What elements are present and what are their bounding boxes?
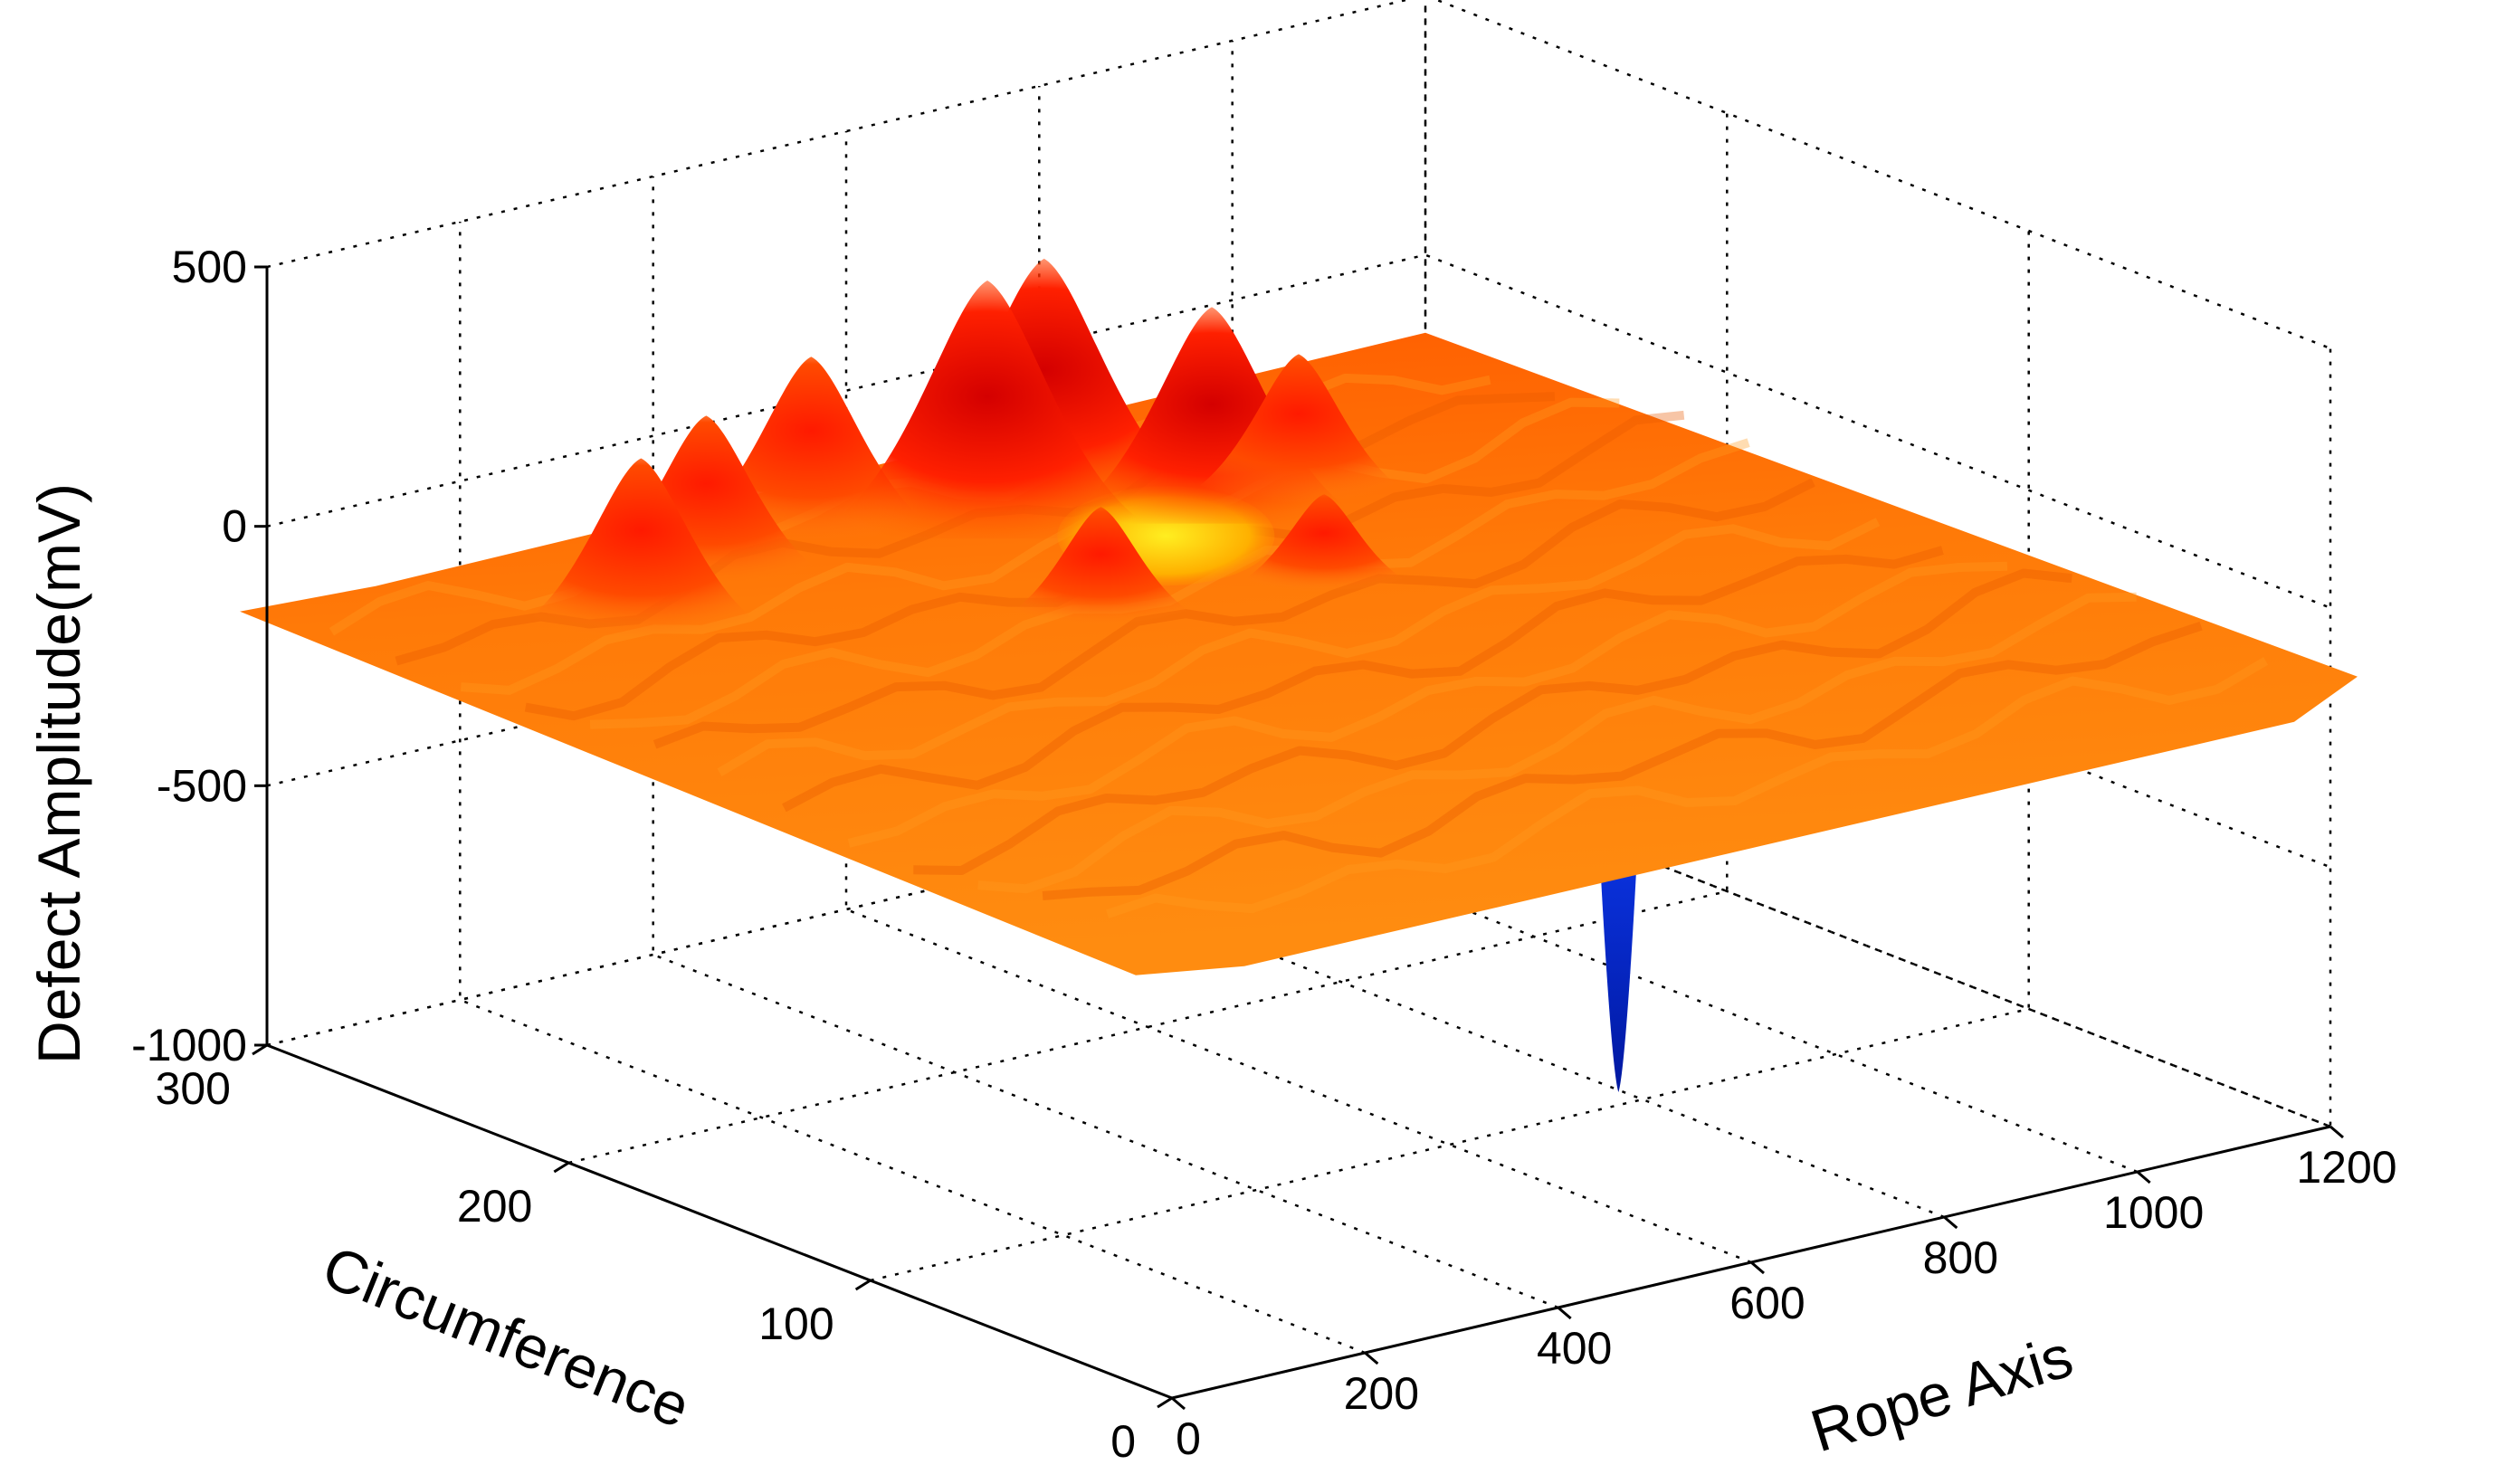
z-axis-label: Defect Amplitude(mV) — [25, 483, 92, 1064]
grid-line-z — [266, 772, 2331, 1128]
y-tick-mark — [1157, 1396, 1173, 1409]
surface-ridge — [1042, 622, 2203, 900]
surface-peak — [977, 507, 1224, 625]
x-axis-label: Rope Axis — [1803, 1322, 2080, 1465]
x-tick-label: 800 — [1923, 1232, 1998, 1283]
y-tick-label: 300 — [156, 1063, 231, 1114]
y-tick-mark — [854, 1279, 872, 1291]
x-tick-label: 1200 — [2296, 1142, 2396, 1193]
surface-peak — [1157, 354, 1440, 504]
y-axis-label: Circumference — [314, 1232, 700, 1440]
surface-ridge — [653, 478, 1815, 749]
surface-peak — [786, 280, 1188, 539]
surface-peak — [483, 458, 799, 639]
x-tick-mark — [2136, 1170, 2151, 1184]
surface-ridge — [913, 568, 2072, 875]
x-tick-mark — [1364, 1351, 1379, 1365]
surface-mesh — [240, 258, 2358, 1093]
z-tick-label: -500 — [157, 760, 247, 811]
x-tick-mark — [1557, 1306, 1572, 1320]
y-tick-label: 100 — [758, 1298, 834, 1349]
surface-ridge — [847, 561, 2008, 848]
x-tick-mark — [1171, 1396, 1186, 1411]
x-tick-mark — [1943, 1215, 1958, 1230]
x-tick-label: 400 — [1537, 1323, 1612, 1374]
z-tick-label: 500 — [172, 242, 247, 292]
surface-ridge — [1106, 657, 2269, 918]
y-tick-mark — [252, 1043, 268, 1056]
x-tick-label: 200 — [1344, 1368, 1419, 1419]
surface-ridge — [717, 518, 1881, 777]
surface-peak — [1212, 494, 1436, 592]
y-tick-label: 200 — [457, 1181, 532, 1232]
surface-ridge — [977, 592, 2137, 894]
z-tick-label: -1000 — [131, 1020, 247, 1070]
y-tick-label: 0 — [1110, 1416, 1136, 1467]
y-tick-mark — [553, 1161, 570, 1174]
x-tick-label: 600 — [1729, 1278, 1805, 1328]
tick-labels: 0 200 400 600 800 1000 1200 0 100 200 300-1000 -500… — [131, 242, 2397, 1467]
x-tick-label: 0 — [1176, 1413, 1201, 1464]
grid-line-z — [266, 0, 2331, 350]
x-tick-mark — [2329, 1125, 2344, 1139]
z-tick-label: 0 — [222, 501, 247, 552]
surface-ridge — [782, 546, 1944, 813]
x-tick-label: 1000 — [2103, 1187, 2204, 1238]
grid-line-z — [266, 253, 2331, 609]
y-axis-line — [266, 1043, 1173, 1400]
x-tick-mark — [1750, 1260, 1765, 1275]
